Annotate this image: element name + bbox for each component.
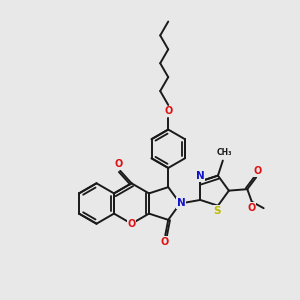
Text: N: N xyxy=(177,198,186,208)
Text: O: O xyxy=(254,166,262,176)
Text: O: O xyxy=(247,202,255,213)
Text: O: O xyxy=(128,219,136,229)
Text: O: O xyxy=(115,159,123,169)
Text: S: S xyxy=(214,206,221,216)
Text: O: O xyxy=(160,237,169,247)
Text: CH₃: CH₃ xyxy=(217,148,232,157)
Text: O: O xyxy=(164,106,172,116)
Text: N: N xyxy=(196,171,205,181)
